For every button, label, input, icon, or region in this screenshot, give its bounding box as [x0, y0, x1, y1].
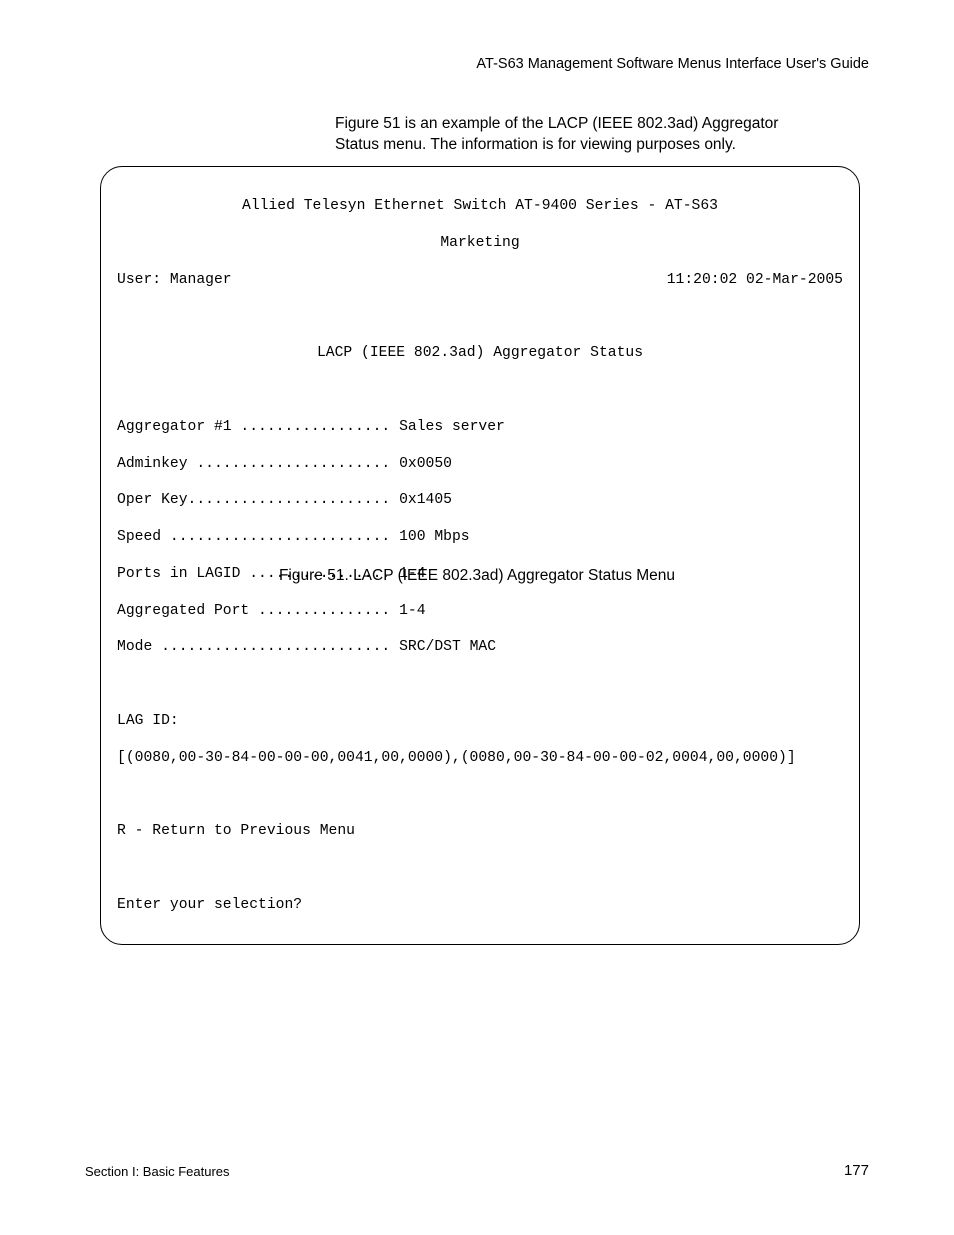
- footer-section: Section I: Basic Features: [85, 1164, 230, 1179]
- guide-title: AT-S63 Management Software Menus Interfa…: [476, 56, 869, 72]
- terminal-title: Allied Telesyn Ethernet Switch AT-9400 S…: [117, 197, 843, 215]
- lag-id-label: LAG ID:: [117, 712, 843, 730]
- row-value: 0x1405: [399, 492, 452, 508]
- intro-paragraph: Figure 51 is an example of the LACP (IEE…: [335, 114, 778, 156]
- terminal-row: Speed ......................... 100 Mbps: [117, 528, 843, 546]
- terminal-blank: [117, 675, 843, 693]
- row-value: SRC/DST MAC: [399, 639, 496, 655]
- lag-id-value: [(0080,00-30-84-00-00-00,0041,00,0000),(…: [117, 749, 843, 767]
- row-label: Aggregator #1 .................: [117, 419, 390, 435]
- prompt-line: Enter your selection?: [117, 896, 843, 914]
- terminal-user: User: Manager: [117, 271, 232, 289]
- terminal-header-row: User: Manager 11:20:02 02-Mar-2005: [117, 271, 843, 289]
- row-value: Sales server: [399, 419, 505, 435]
- row-label: Aggregated Port ...............: [117, 603, 390, 619]
- terminal-subtitle: Marketing: [117, 234, 843, 252]
- footer-page-number: 177: [844, 1162, 869, 1179]
- row-label: Mode ..........................: [117, 639, 390, 655]
- terminal-menu-title: LACP (IEEE 802.3ad) Aggregator Status: [117, 344, 843, 362]
- terminal-row: Mode .......................... SRC/DST …: [117, 638, 843, 656]
- terminal-row: Adminkey ...................... 0x0050: [117, 455, 843, 473]
- figure-caption: Figure 51. LACP (IEEE 802.3ad) Aggregato…: [0, 567, 954, 585]
- row-value: 100 Mbps: [399, 529, 470, 545]
- return-line: R - Return to Previous Menu: [117, 822, 843, 840]
- intro-line-1: Figure 51 is an example of the LACP (IEE…: [335, 115, 778, 132]
- terminal-row: Aggregated Port ............... 1-4: [117, 602, 843, 620]
- terminal-timestamp: 11:20:02 02-Mar-2005: [667, 271, 843, 289]
- intro-line-2: Status menu. The information is for view…: [335, 136, 736, 153]
- terminal-blank: [117, 381, 843, 399]
- terminal-row: Aggregator #1 ................. Sales se…: [117, 418, 843, 436]
- terminal-row: Oper Key....................... 0x1405: [117, 491, 843, 509]
- terminal-blank: [117, 308, 843, 326]
- terminal-blank: [117, 785, 843, 803]
- row-label: Adminkey ......................: [117, 456, 390, 472]
- row-value: 0x0050: [399, 456, 452, 472]
- terminal-box: Allied Telesyn Ethernet Switch AT-9400 S…: [100, 166, 860, 945]
- row-label: Speed .........................: [117, 529, 390, 545]
- terminal-blank: [117, 859, 843, 877]
- row-value: 1-4: [399, 603, 425, 619]
- row-label: Oper Key.......................: [117, 492, 390, 508]
